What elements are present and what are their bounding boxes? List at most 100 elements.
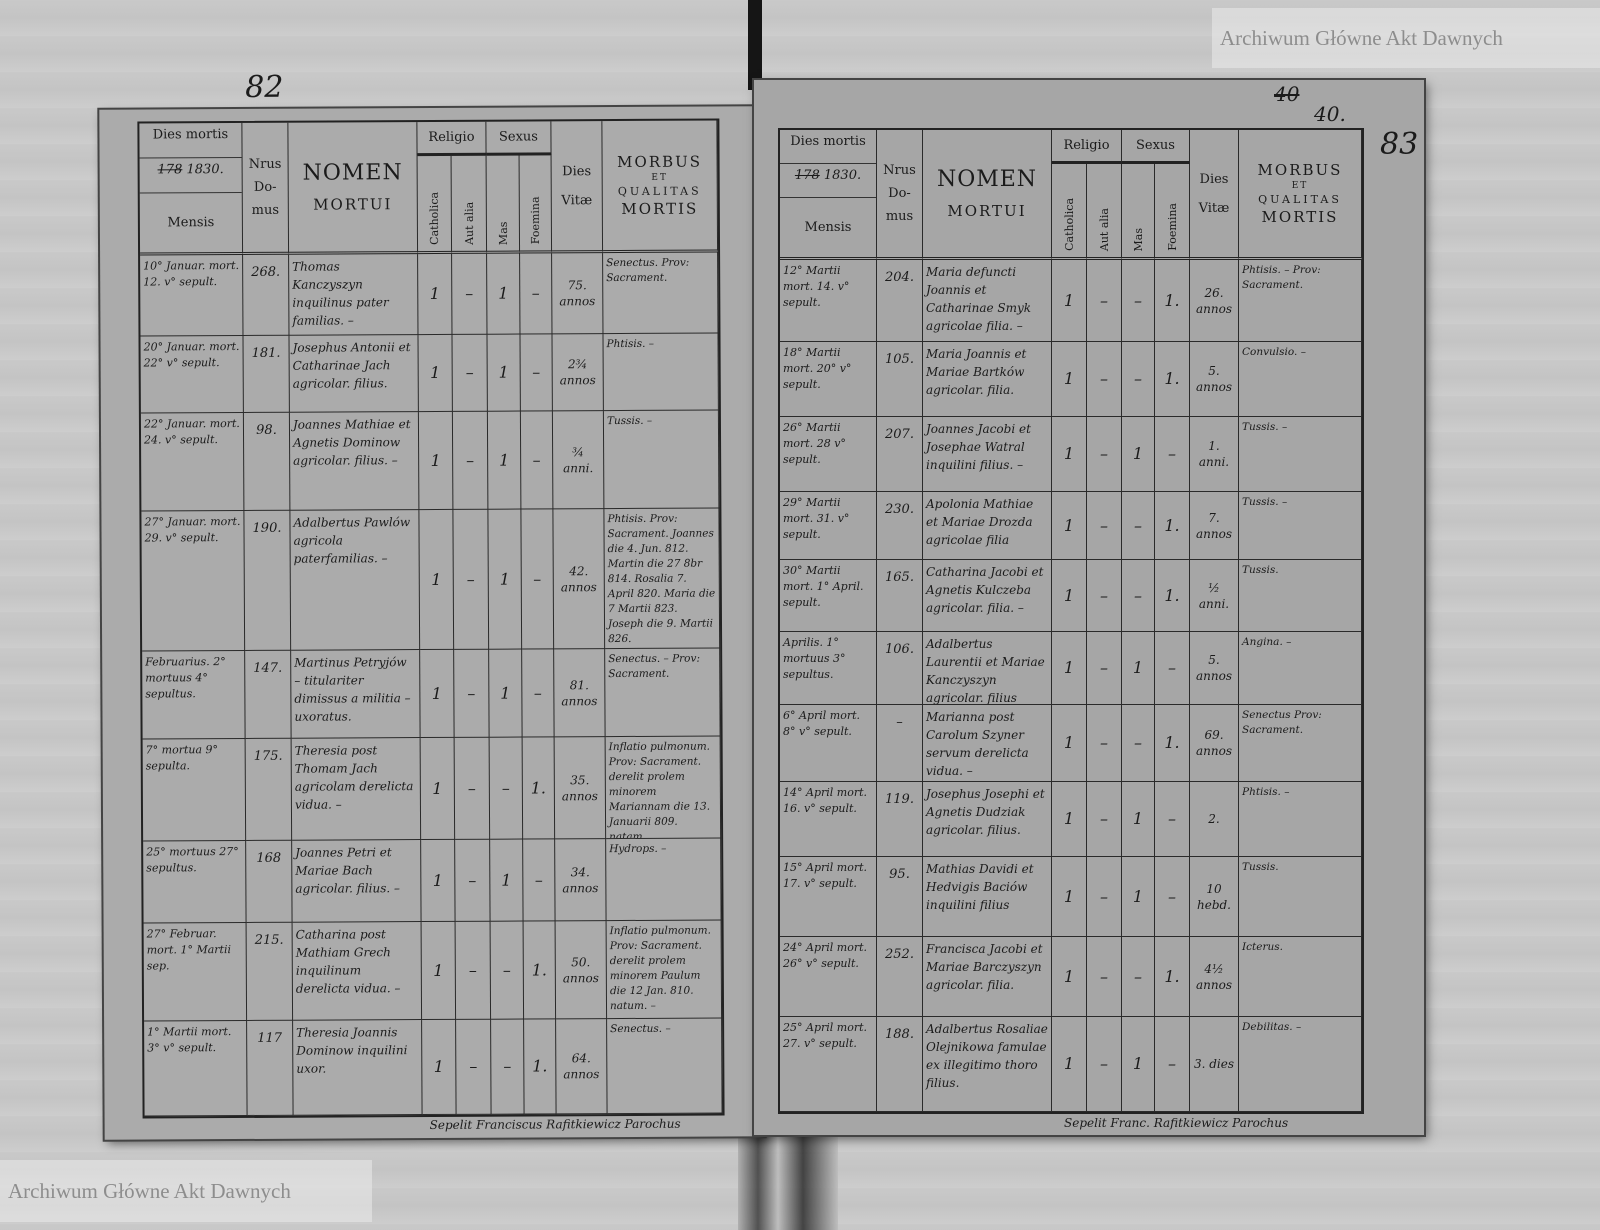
archive-watermark: Archiwum Główne Akt Dawnych — [1212, 8, 1600, 68]
register-cell-vitae: 34. annos — [555, 839, 607, 922]
register-cell-mas: 1 — [1122, 782, 1155, 857]
register-cell-vitae: 3. dies — [1190, 1017, 1239, 1112]
register-cell-aut-alia: – — [1087, 342, 1122, 417]
year-label: 178 1830. — [780, 163, 876, 187]
register-cell-mas: – — [1122, 705, 1155, 782]
morbus-label: MORBUS — [1257, 161, 1343, 179]
register-cell-aut-alia: – — [1087, 1017, 1122, 1112]
book-binding-strip — [748, 0, 762, 90]
register-cell-foemina: 1. — [522, 737, 556, 840]
register-cell-domus: 175. — [245, 738, 293, 841]
register-cell-domus: 95. — [877, 857, 923, 937]
register-cell-vitae: 69. annos — [1190, 705, 1239, 782]
mortis-label: MORTIS — [621, 199, 699, 219]
register-cell-morbus: Tussis. – — [1239, 492, 1362, 560]
register-cell-aut-alia: – — [452, 411, 489, 510]
header-foemina: Foemina — [1155, 164, 1190, 260]
header-dies-mortis: Dies mortis 178 1830. Mensis — [780, 130, 877, 260]
register-cell-catholica: 1 — [419, 509, 455, 651]
register-cell-mas: 1 — [489, 649, 523, 738]
register-cell-mas: 1 — [487, 411, 522, 510]
aut-alia-label: Aut alia — [1097, 207, 1111, 251]
nomen-label: NOMEN — [302, 160, 403, 186]
register-cell-morbus: Phtisis. – — [1239, 782, 1362, 857]
register-cell-date: 7° mortua 9° sepulta. — [142, 738, 247, 842]
catholica-label: Catholica — [427, 192, 442, 246]
register-cell-mas: 1 — [1122, 417, 1155, 492]
qualitas-label: QUALITAS — [1258, 193, 1342, 206]
register-cell-vitae: 26. annos — [1190, 260, 1239, 342]
register-cell-aut-alia: – — [452, 334, 488, 412]
register-cell-nomen: Adalbertus Pawlów agricola paterfamilias… — [290, 510, 421, 651]
register-cell-vitae: 5. annos — [1190, 632, 1239, 705]
register-cell-nomen: Theresia Joannis Dominow inquilini uxor. — [293, 1020, 423, 1116]
dies-mortis-label: Dies mortis — [152, 127, 229, 143]
register-cell-date: 27° Januar. mort. 29. v° sepult. — [141, 510, 246, 652]
register-cell-aut-alia: – — [455, 839, 491, 922]
register-cell-foemina: – — [1155, 632, 1190, 705]
register-cell-foemina: – — [1155, 417, 1190, 492]
dies-label: Dies — [1199, 171, 1229, 187]
register-cell-foemina: – — [520, 253, 553, 335]
register-cell-vitae: 1. anni. — [1190, 417, 1239, 492]
year-struck: 178 — [794, 168, 820, 183]
register-cell-morbus: Senectus. – — [607, 1018, 723, 1115]
header-foemina: Foemina — [519, 155, 553, 254]
register-cell-aut-alia: – — [453, 509, 490, 650]
register-cell-foemina: – — [523, 839, 556, 922]
register-cell-morbus: Icterus. — [1239, 937, 1362, 1017]
mortis-label: MORTIS — [1261, 208, 1339, 226]
register-cell-aut-alia: – — [1087, 417, 1122, 492]
register-cell-aut-alia: – — [452, 253, 488, 335]
register-cell-foemina: 1. — [1155, 560, 1190, 632]
register-cell-vitae: 50. annos — [555, 921, 608, 1020]
register-cell-catholica: 1 — [418, 253, 453, 336]
register-cell-catholica: 1 — [418, 411, 454, 511]
folio-struck: 40 — [1274, 84, 1299, 104]
death-register-table: Dies mortis 178 1830. Mensis Nrus Do-mus NOME… — [778, 128, 1364, 1114]
register-cell-date: 12° Martii mort. 14. v° sepult. — [780, 260, 877, 342]
year-value: 1830. — [186, 162, 224, 178]
mas-label: Mas — [1131, 227, 1145, 251]
header-religio: Religio — [417, 121, 487, 157]
register-cell-aut-alia: – — [1087, 260, 1122, 342]
register-cell-mas: 1 — [487, 334, 521, 412]
et-label: ET — [1291, 181, 1309, 191]
register-cell-aut-alia: – — [1087, 782, 1122, 857]
register-cell-mas: – — [1122, 492, 1155, 560]
register-cell-date: 25° mortuus 27° sepultus. — [143, 840, 247, 924]
register-cell-date: 29° Martii mort. 31. v° sepult. — [780, 492, 877, 560]
register-cell-vitae: 75. annos — [552, 253, 604, 335]
register-cell-mas: – — [491, 1019, 525, 1115]
register-cell-morbus: Inflatio pulmonum. Prov: Sacrament. dere… — [605, 736, 722, 840]
header-catholica: Catholica — [417, 155, 453, 255]
register-cell-vitae: 64. annos — [556, 1019, 608, 1115]
register-cell-aut-alia: – — [1087, 492, 1122, 560]
et-label: ET — [651, 172, 668, 183]
register-cell-domus: – — [877, 705, 923, 782]
register-cell-aut-alia: – — [1087, 560, 1122, 632]
register-cell-mas: 1 — [1122, 1017, 1155, 1112]
register-cell-foemina: – — [520, 411, 554, 510]
register-cell-catholica: 1 — [1052, 857, 1087, 937]
register-cell-foemina: – — [522, 649, 555, 738]
folio-struck-number: 40 — [1274, 82, 1300, 106]
register-cell-date: 1° Martii mort. 3° v° sepult. — [144, 1020, 248, 1117]
register-cell-vitae: 2. — [1190, 782, 1239, 857]
register-cell-foemina: 1. — [1155, 705, 1190, 782]
register-cell-domus: 168 — [246, 840, 293, 923]
register-cell-date: 27° Februar. mort. 1° Martii sep. — [143, 922, 248, 1022]
register-cell-mas: 1 — [490, 839, 524, 922]
foemina-label: Foemina — [528, 196, 543, 245]
register-cell-nomen: Mathias Davidi et Hedvigis Baciów inquil… — [923, 857, 1052, 937]
dies-mortis-label: Dies mortis — [790, 134, 866, 149]
register-cell-date: 25° April mort. 27. v° sepult. — [780, 1017, 877, 1112]
header-morbus-qualitas-mortis: MORBUS ET QUALITAS MORTIS — [1239, 130, 1362, 260]
register-cell-mas: – — [490, 921, 525, 1020]
register-cell-nomen: Maria defuncti Joannis et Catharinae Smy… — [923, 260, 1052, 342]
register-cell-morbus: Inflatio pulmonum. Prov: Sacrament. dere… — [606, 920, 723, 1020]
register-cell-domus: 207. — [877, 417, 923, 492]
register-cell-vitae: 7. annos — [1190, 492, 1239, 560]
register-cell-foemina: – — [521, 509, 555, 650]
register-cell-date: 22° Januar. mort. 24. v° sepult. — [140, 412, 245, 512]
